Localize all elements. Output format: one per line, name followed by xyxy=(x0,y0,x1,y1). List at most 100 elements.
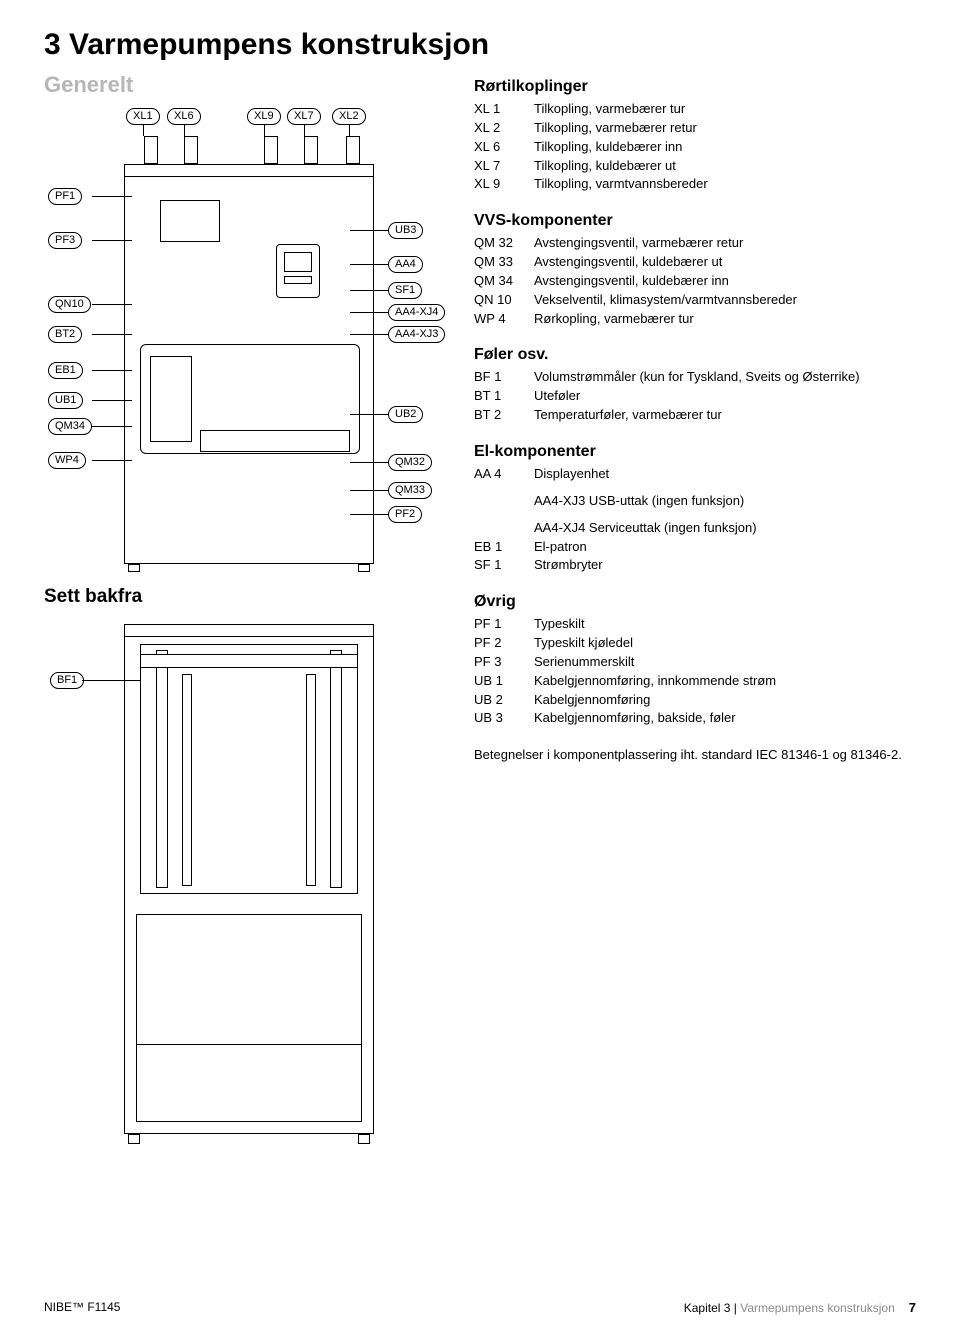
def-row: BT 1Uteføler xyxy=(474,387,916,406)
callout-xl6: XL6 xyxy=(167,108,201,125)
def-row: PF 3Serienummerskilt xyxy=(474,653,916,672)
def-row: UB 2Kabelgjennomføring xyxy=(474,691,916,710)
def-code: BT 1 xyxy=(474,387,534,406)
page-footer: NIBE™ F1145 Kapitel 3 | Varmepumpens kon… xyxy=(44,1300,916,1315)
def-row-indented: AA4-XJ3 USB-uttak (ingen funksjon) xyxy=(474,492,916,511)
callout-xl9: XL9 xyxy=(247,108,281,125)
def-text: El-patron xyxy=(534,538,916,557)
callout-pf3: PF3 xyxy=(48,232,82,249)
section-heading: Øvrig xyxy=(474,593,916,611)
def-text: Uteføler xyxy=(534,387,916,406)
closing-paragraph: Betegnelser i komponentplassering iht. s… xyxy=(474,746,916,765)
diagram-rear: BF1 xyxy=(44,614,444,1154)
def-row: SF 1Strømbryter xyxy=(474,556,916,575)
def-row: UB 3Kabelgjennomføring, bakside, føler xyxy=(474,709,916,728)
callout-aa4-xj3: AA4-XJ3 xyxy=(388,326,445,343)
def-code: QM 34 xyxy=(474,272,534,291)
def-text: Tilkopling, varmtvannsbereder xyxy=(534,175,916,194)
def-text: Temperaturføler, varmebærer tur xyxy=(534,406,916,425)
def-text: Avstengingsventil, varmebærer retur xyxy=(534,234,916,253)
def-text: Tilkopling, kuldebærer ut xyxy=(534,157,916,176)
def-text: Tilkopling, kuldebærer inn xyxy=(534,138,916,157)
callout-ub2: UB2 xyxy=(388,406,423,423)
callout-aa4: AA4 xyxy=(388,256,423,273)
footer-page-number: 7 xyxy=(909,1300,916,1315)
def-text: Tilkopling, varmebærer tur xyxy=(534,100,916,119)
def-row-indented: AA4-XJ4 Serviceuttak (ingen funksjon) xyxy=(474,519,916,538)
def-code: QM 33 xyxy=(474,253,534,272)
def-code: QM 32 xyxy=(474,234,534,253)
footer-chapter: Kapitel 3 | Varmepumpens konstruksjon xyxy=(684,1301,895,1315)
left-column: Generelt xyxy=(44,72,444,1154)
section-heading: VVS-komponenter xyxy=(474,212,916,230)
def-row: EB 1El-patron xyxy=(474,538,916,557)
section-heading: Rørtilkoplinger xyxy=(474,78,916,96)
def-row: BT 2Temperaturføler, varmebærer tur xyxy=(474,406,916,425)
def-row: UB 1Kabelgjennomføring, innkommende strø… xyxy=(474,672,916,691)
right-column: Rørtilkoplinger XL 1Tilkopling, varmebære… xyxy=(474,72,916,1154)
def-code: QN 10 xyxy=(474,291,534,310)
def-text: Kabelgjennomføring xyxy=(534,691,916,710)
def-code: XL 2 xyxy=(474,119,534,138)
def-code: PF 1 xyxy=(474,615,534,634)
def-row: PF 2Typeskilt kjøledel xyxy=(474,634,916,653)
def-text: Kabelgjennomføring, innkommende strøm xyxy=(534,672,916,691)
callout-ub1: UB1 xyxy=(48,392,83,409)
def-code: EB 1 xyxy=(474,538,534,557)
callout-xl7: XL7 xyxy=(287,108,321,125)
def-row: PF 1Typeskilt xyxy=(474,615,916,634)
def-code: AA 4 xyxy=(474,465,534,484)
def-code: XL 6 xyxy=(474,138,534,157)
def-code: BT 2 xyxy=(474,406,534,425)
def-row: WP 4Rørkopling, varmebærer tur xyxy=(474,310,916,329)
callout-qm34: QM34 xyxy=(48,418,92,435)
def-row: XL 1Tilkopling, varmebærer tur xyxy=(474,100,916,119)
def-row: AA 4Displayenhet xyxy=(474,465,916,484)
def-code: WP 4 xyxy=(474,310,534,329)
def-row: QN 10Vekselventil, klimasystem/varmtvann… xyxy=(474,291,916,310)
def-text: Volumstrømmåler (kun for Tyskland, Sveit… xyxy=(534,368,916,387)
def-text: Tilkopling, varmebærer retur xyxy=(534,119,916,138)
callout-pf1: PF1 xyxy=(48,188,82,205)
def-code: PF 3 xyxy=(474,653,534,672)
callout-pf2: PF2 xyxy=(388,506,422,523)
page-title: 3 Varmepumpens konstruksjon xyxy=(44,28,916,62)
def-code: PF 2 xyxy=(474,634,534,653)
callout-bf1: BF1 xyxy=(50,672,84,689)
def-text: Strømbryter xyxy=(534,556,916,575)
callout-aa4-xj4: AA4-XJ4 xyxy=(388,304,445,321)
footer-chapter-prefix: Kapitel 3 | xyxy=(684,1301,740,1315)
section--vrig: Øvrig PF 1TypeskiltPF 2Typeskilt kjøledel… xyxy=(474,593,916,728)
def-code: UB 3 xyxy=(474,709,534,728)
section-f-ler-osv-: Føler osv. BF 1Volumstrømmåler (kun for T… xyxy=(474,346,916,425)
callout-sf1: SF1 xyxy=(388,282,422,299)
def-text: Kabelgjennomføring, bakside, føler xyxy=(534,709,916,728)
callout-qm33: QM33 xyxy=(388,482,432,499)
def-row: XL 9Tilkopling, varmtvannsbereder xyxy=(474,175,916,194)
section-heading: Føler osv. xyxy=(474,346,916,364)
def-text: Avstengingsventil, kuldebærer ut xyxy=(534,253,916,272)
def-row: XL 7Tilkopling, kuldebærer ut xyxy=(474,157,916,176)
diagram-front: XL1XL6XL9XL7XL2PF1PF3QN10BT2EB1UB1QM34WP… xyxy=(44,104,444,574)
def-row: XL 2Tilkopling, varmebærer retur xyxy=(474,119,916,138)
def-text: Typeskilt kjøledel xyxy=(534,634,916,653)
footer-chapter-name: Varmepumpens konstruksjon xyxy=(740,1301,895,1315)
section-el-komponenter: El-komponenter AA 4Displayenhet AA4-XJ3 US… xyxy=(474,443,916,575)
def-text: Vekselventil, klimasystem/varmtvannsbere… xyxy=(534,291,916,310)
def-row: XL 6Tilkopling, kuldebærer inn xyxy=(474,138,916,157)
def-text: Serienummerskilt xyxy=(534,653,916,672)
def-row: QM 34Avstengingsventil, kuldebærer inn xyxy=(474,272,916,291)
def-code: XL 1 xyxy=(474,100,534,119)
def-row: BF 1Volumstrømmåler (kun for Tyskland, S… xyxy=(474,368,916,387)
callout-ub3: UB3 xyxy=(388,222,423,239)
section-heading: El-komponenter xyxy=(474,443,916,461)
def-text: Avstengingsventil, kuldebærer inn xyxy=(534,272,916,291)
def-code: UB 1 xyxy=(474,672,534,691)
section-r-rtilkoplinger: Rørtilkoplinger XL 1Tilkopling, varmebære… xyxy=(474,78,916,194)
def-text: Typeskilt xyxy=(534,615,916,634)
def-text: AA4-XJ4 Serviceuttak (ingen funksjon) xyxy=(534,519,916,538)
def-code: XL 7 xyxy=(474,157,534,176)
def-row: QM 33Avstengingsventil, kuldebærer ut xyxy=(474,253,916,272)
callout-eb1: EB1 xyxy=(48,362,83,379)
callout-wp4: WP4 xyxy=(48,452,86,469)
